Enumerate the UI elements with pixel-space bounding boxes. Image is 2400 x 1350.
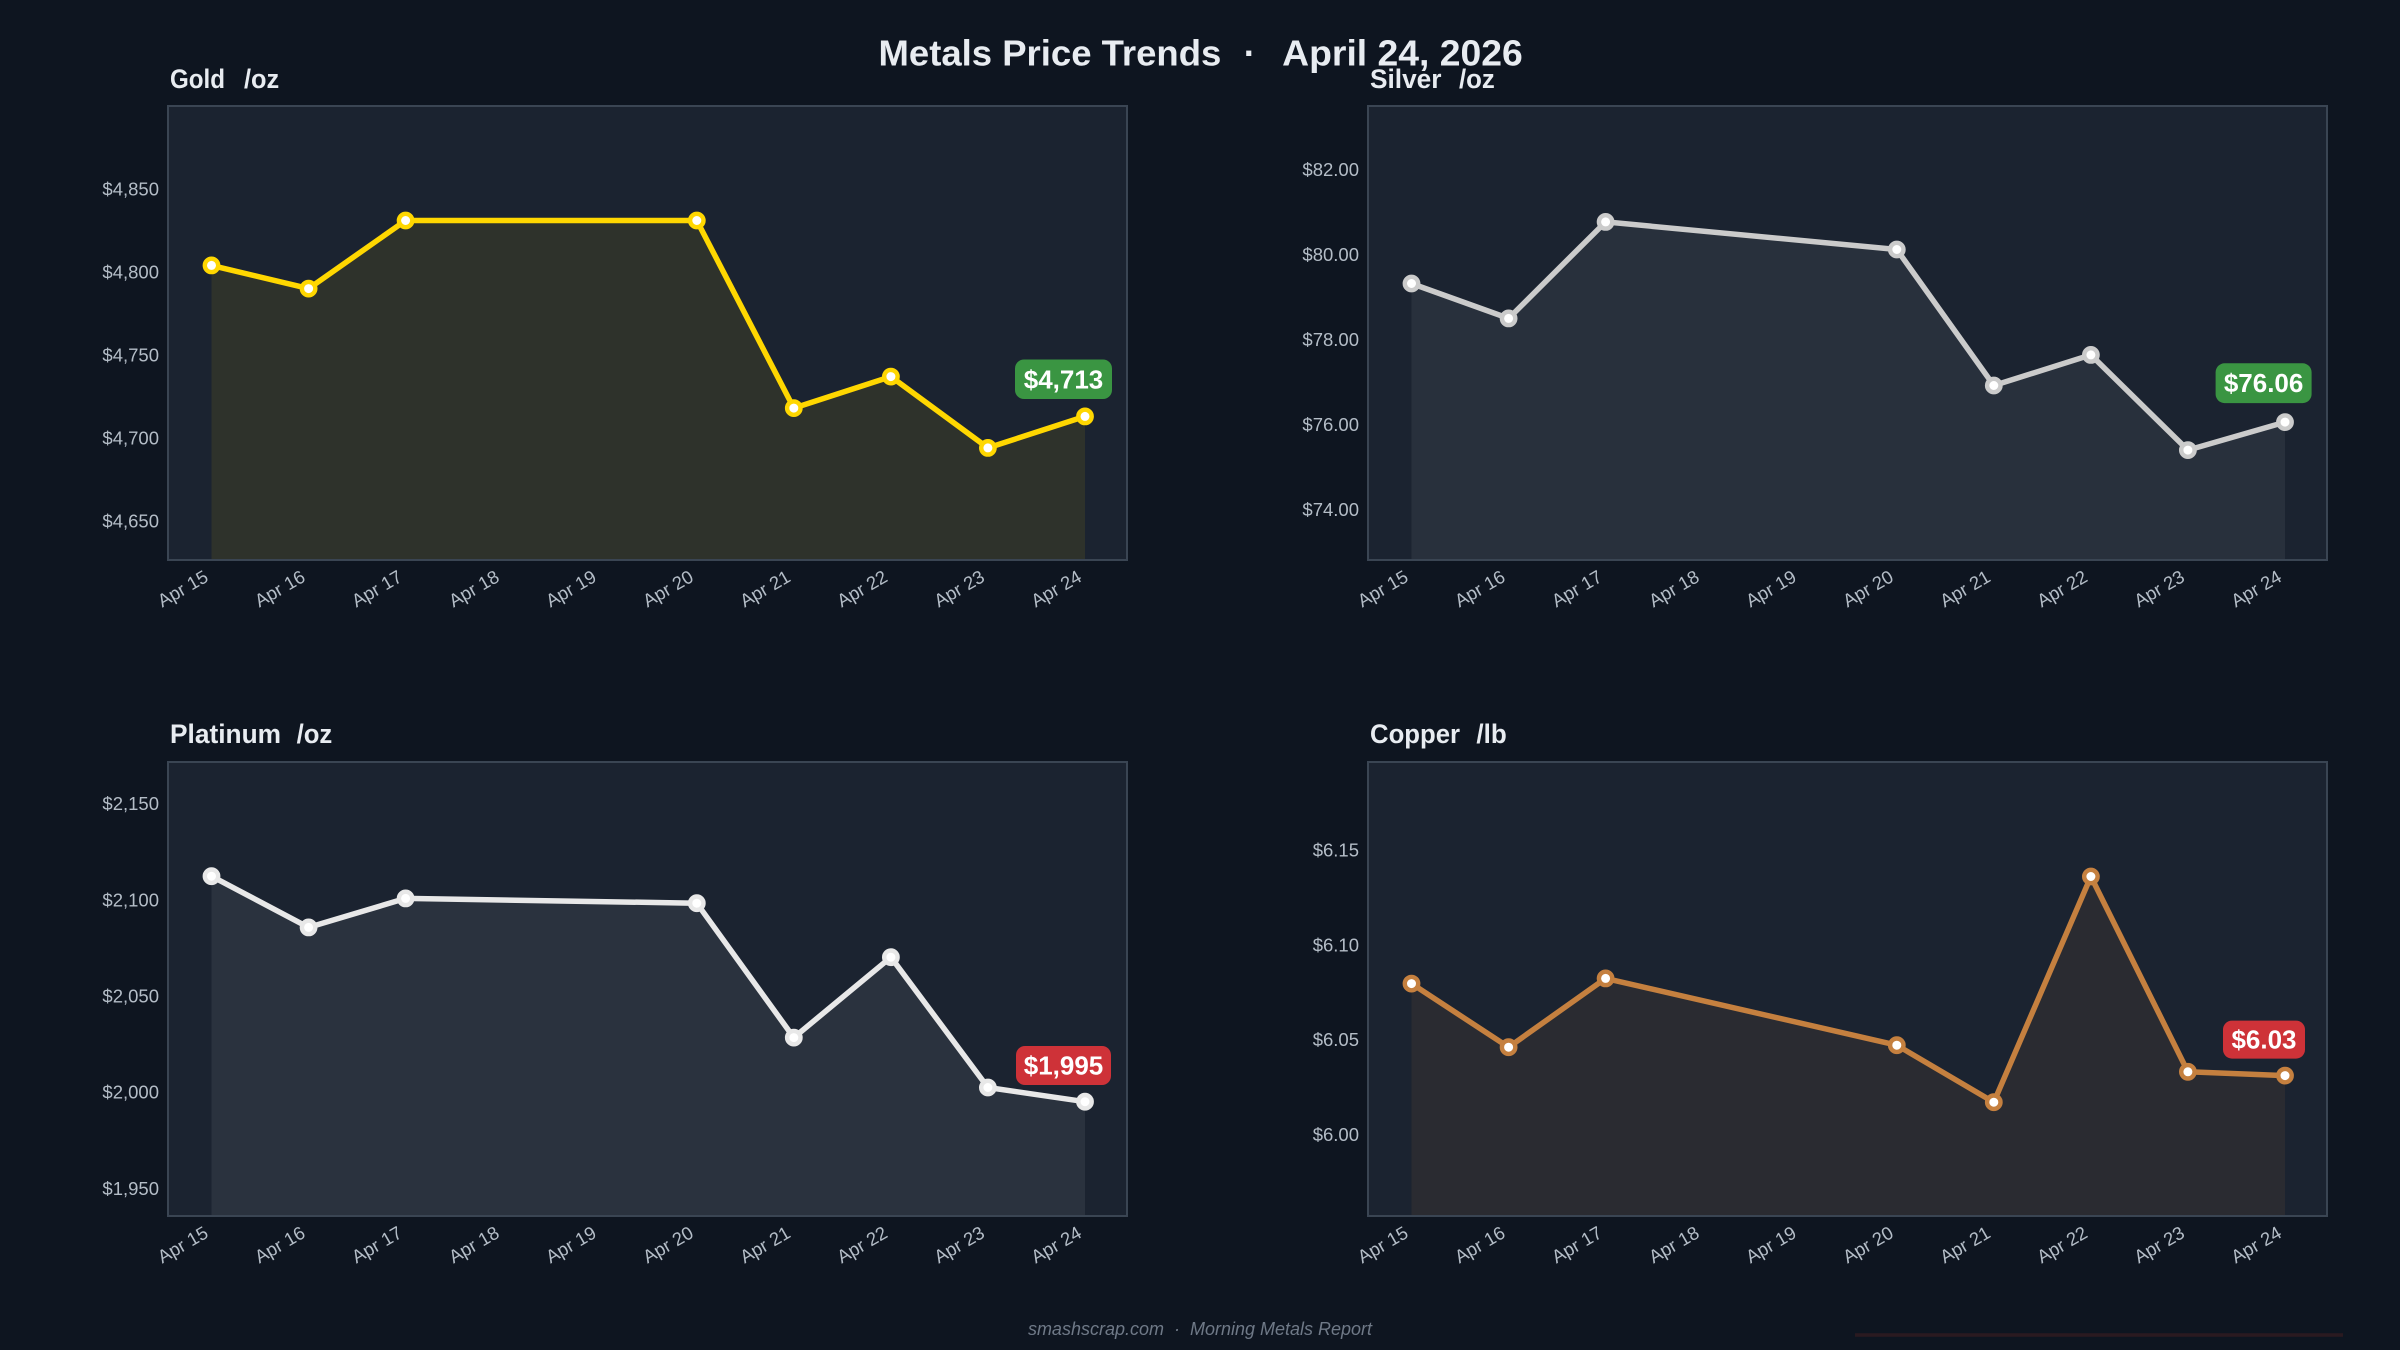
svg-text:Gold: Gold bbox=[170, 64, 225, 94]
svg-text:$4,713: $4,713 bbox=[1024, 364, 1104, 394]
svg-text:Platinum: Platinum bbox=[170, 719, 281, 749]
svg-text:$1,995: $1,995 bbox=[1024, 1051, 1104, 1081]
svg-text:/oz: /oz bbox=[1459, 64, 1495, 94]
svg-text:Copper: Copper bbox=[1370, 719, 1460, 749]
svg-text:$4,650: $4,650 bbox=[102, 511, 159, 532]
svg-text:/oz: /oz bbox=[244, 64, 279, 94]
svg-text:$6.05: $6.05 bbox=[1313, 1029, 1359, 1050]
svg-text:$78.00: $78.00 bbox=[1302, 329, 1359, 350]
svg-text:$4,800: $4,800 bbox=[102, 262, 159, 283]
svg-text:$74.00: $74.00 bbox=[1302, 499, 1359, 520]
svg-text:Silver: Silver bbox=[1370, 64, 1442, 94]
svg-text:$4,700: $4,700 bbox=[102, 428, 159, 449]
svg-text:$82.00: $82.00 bbox=[1302, 159, 1359, 180]
svg-text:$6.10: $6.10 bbox=[1313, 934, 1359, 955]
svg-text:/oz: /oz bbox=[297, 719, 333, 749]
svg-text:smashscrap.com · Morning Met: smashscrap.com · Morning Metals Report bbox=[1028, 1319, 1373, 1339]
svg-text:$2,150: $2,150 bbox=[102, 793, 159, 814]
svg-text:$4,750: $4,750 bbox=[102, 345, 159, 366]
svg-text:$4,850: $4,850 bbox=[102, 179, 159, 200]
svg-text:Metals Price Trends: Metals Price Trends bbox=[879, 33, 1222, 74]
svg-text:·: · bbox=[1244, 33, 1256, 74]
svg-text:/lb: /lb bbox=[1476, 719, 1506, 749]
svg-text:$2,050: $2,050 bbox=[102, 986, 159, 1007]
svg-text:$6.03: $6.03 bbox=[2231, 1025, 2296, 1055]
svg-text:$1,950: $1,950 bbox=[102, 1178, 159, 1199]
svg-text:$76.06: $76.06 bbox=[2224, 368, 2304, 398]
svg-text:$2,000: $2,000 bbox=[102, 1082, 159, 1103]
svg-text:April 24, 2026: April 24, 2026 bbox=[1282, 33, 1523, 74]
svg-text:$80.00: $80.00 bbox=[1302, 244, 1359, 265]
svg-text:$6.00: $6.00 bbox=[1313, 1124, 1359, 1145]
svg-text:$76.00: $76.00 bbox=[1302, 414, 1359, 435]
svg-text:$6.15: $6.15 bbox=[1313, 840, 1359, 861]
svg-text:$2,100: $2,100 bbox=[102, 889, 159, 910]
